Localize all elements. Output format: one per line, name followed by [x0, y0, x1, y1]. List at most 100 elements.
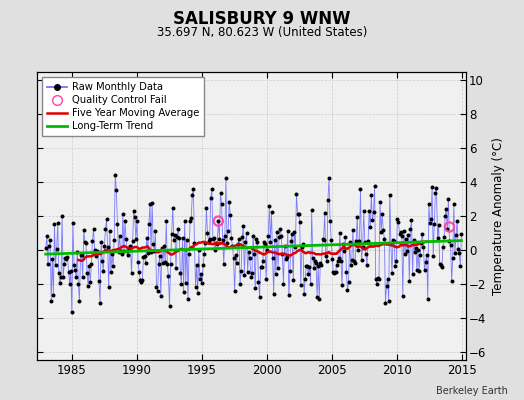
Point — [116, 247, 125, 254]
Point — [182, 280, 190, 286]
Point — [83, 270, 91, 276]
Point — [346, 262, 355, 268]
Point — [223, 240, 231, 246]
Point — [133, 218, 141, 224]
Point — [390, 238, 398, 244]
Point — [82, 240, 90, 246]
Point — [234, 241, 242, 248]
Point — [335, 254, 343, 261]
Point — [434, 222, 443, 228]
Point — [54, 270, 63, 276]
Point — [406, 226, 414, 232]
Point — [118, 211, 127, 218]
Point — [198, 280, 206, 287]
Point — [413, 267, 421, 274]
Point — [222, 175, 230, 182]
Point — [140, 253, 149, 259]
Point — [441, 213, 449, 219]
Point — [420, 267, 429, 274]
Point — [172, 264, 180, 271]
Point — [327, 237, 335, 243]
Point — [56, 280, 64, 286]
Point — [330, 270, 339, 276]
Point — [126, 243, 135, 250]
Point — [280, 242, 289, 249]
Point — [80, 227, 88, 234]
Point — [339, 241, 347, 248]
Point — [123, 248, 132, 254]
Point — [224, 228, 232, 234]
Point — [128, 238, 137, 244]
Point — [124, 252, 133, 258]
Point — [210, 235, 218, 242]
Point — [199, 262, 208, 268]
Point — [247, 274, 255, 280]
Point — [240, 272, 248, 278]
Point — [428, 184, 436, 190]
Point — [191, 284, 200, 290]
Point — [85, 263, 93, 270]
Point — [286, 268, 294, 274]
Point — [219, 237, 227, 244]
Point — [148, 200, 156, 206]
Point — [307, 280, 315, 287]
Text: 35.697 N, 80.623 W (United States): 35.697 N, 80.623 W (United States) — [157, 26, 367, 39]
Point — [238, 234, 246, 240]
Point — [183, 237, 191, 243]
Point — [192, 262, 201, 268]
Point — [260, 239, 268, 245]
Point — [370, 183, 379, 189]
Point — [453, 218, 461, 224]
Point — [86, 279, 94, 286]
Point — [46, 237, 54, 243]
Point — [105, 284, 113, 290]
Point — [129, 208, 138, 214]
Point — [221, 233, 229, 239]
Point — [146, 200, 154, 207]
Point — [213, 240, 222, 247]
Point — [214, 218, 223, 224]
Point — [259, 258, 267, 265]
Point — [88, 238, 96, 244]
Point — [73, 248, 81, 255]
Point — [205, 236, 214, 242]
Point — [408, 271, 417, 278]
Point — [424, 201, 433, 208]
Point — [356, 186, 365, 192]
Point — [125, 244, 134, 251]
Legend: Raw Monthly Data, Quality Control Fail, Five Year Moving Average, Long-Term Tren: Raw Monthly Data, Quality Control Fail, … — [42, 77, 204, 136]
Point — [438, 264, 446, 270]
Point — [252, 235, 260, 242]
Point — [326, 218, 334, 224]
Point — [42, 232, 51, 239]
Point — [374, 274, 382, 281]
Point — [392, 258, 400, 264]
Point — [300, 291, 308, 298]
Point — [443, 226, 452, 232]
Point — [308, 207, 316, 214]
Point — [414, 247, 422, 254]
Point — [275, 234, 283, 240]
Point — [357, 257, 366, 263]
Point — [277, 233, 286, 240]
Point — [214, 218, 223, 224]
Point — [227, 235, 236, 241]
Point — [313, 294, 321, 300]
Point — [113, 220, 122, 227]
Point — [269, 291, 278, 297]
Point — [185, 251, 193, 257]
Point — [157, 293, 165, 300]
Point — [246, 254, 254, 261]
Point — [427, 216, 435, 222]
Point — [431, 190, 440, 196]
Point — [51, 262, 60, 268]
Point — [184, 296, 192, 302]
Point — [355, 238, 364, 244]
Point — [208, 186, 216, 192]
Point — [267, 209, 276, 216]
Point — [444, 196, 453, 202]
Point — [108, 251, 116, 258]
Point — [141, 260, 150, 266]
Point — [445, 238, 454, 244]
Point — [156, 253, 164, 259]
